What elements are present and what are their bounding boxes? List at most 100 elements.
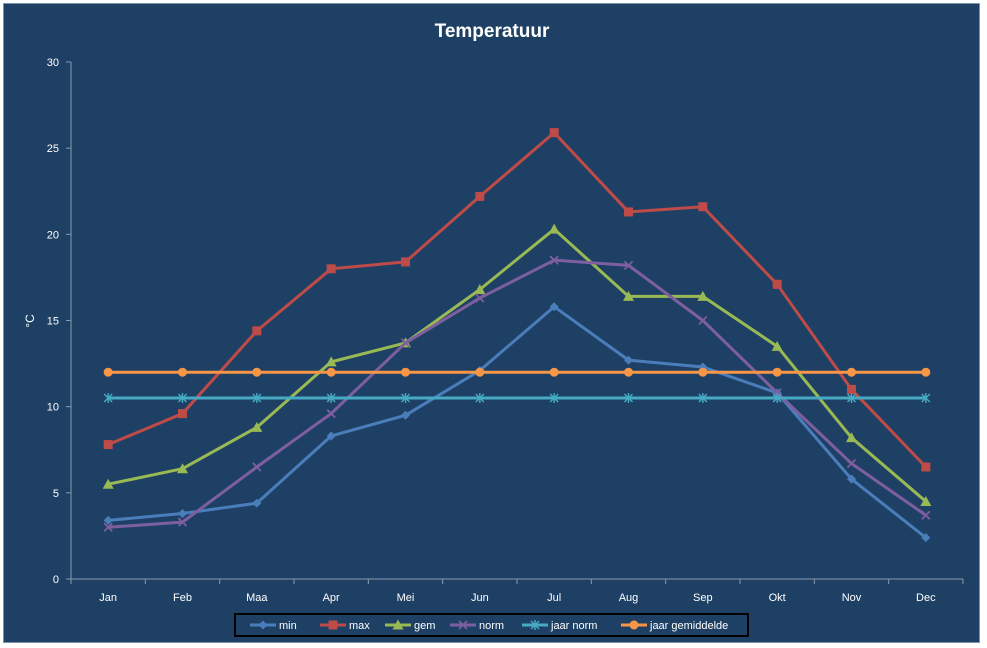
x-tick-label: Okt: [769, 592, 786, 604]
data-point: [549, 302, 559, 312]
x-tick-label: Jun: [471, 592, 489, 604]
data-point: [400, 338, 411, 348]
x-tick-label: Apr: [323, 592, 340, 604]
data-point: [401, 393, 410, 404]
data-point: [178, 367, 187, 377]
x-tick-label: Maa: [246, 592, 268, 604]
data-point: [475, 191, 485, 201]
legend-marker: [458, 620, 468, 630]
data-point: [549, 367, 559, 377]
y-tick-label: 20: [47, 229, 59, 241]
y-tick-label: 0: [53, 574, 59, 586]
data-point: [474, 283, 486, 294]
data-point: [920, 495, 932, 506]
plot-series: [102, 128, 932, 543]
data-point: [921, 462, 931, 472]
legend-item: min: [250, 620, 297, 632]
data-point: [847, 393, 856, 404]
data-point: [326, 408, 336, 419]
series-line: [107, 227, 927, 503]
data-point: [847, 384, 856, 394]
data-point: [549, 393, 559, 404]
legend-label: norm: [479, 620, 504, 632]
data-point: [252, 367, 262, 377]
x-tick-label: Sep: [693, 592, 713, 604]
data-point: [401, 410, 410, 420]
legend-marker: [629, 620, 639, 630]
legend-label: jaar norm: [550, 620, 597, 632]
legend-label: gem: [414, 620, 435, 632]
data-point: [624, 207, 633, 217]
series-line: [108, 305, 927, 539]
series-gem: [102, 223, 932, 506]
x-tick-label: Mei: [397, 592, 415, 604]
chart-title: Temperatuur: [435, 21, 550, 42]
data-point: [921, 533, 931, 543]
legend: min max gem norm jaar norm jaar gemiddelde: [234, 613, 749, 637]
y-axis-label: °C: [23, 314, 37, 328]
series-jaar-norm: [103, 393, 931, 404]
legend-marker: [328, 620, 338, 630]
legend-marker: [392, 619, 404, 630]
x-tick-label: Feb: [173, 592, 192, 604]
data-point: [772, 279, 782, 289]
y-tick-label: 15: [47, 316, 59, 328]
data-point: [252, 462, 262, 472]
legend-item: max: [320, 620, 370, 632]
y-tick-label: 10: [47, 402, 59, 414]
x-tick-label: Aug: [619, 592, 639, 604]
data-point: [401, 257, 410, 267]
data-point: [548, 223, 560, 234]
data-point: [178, 393, 187, 404]
data-point: [326, 264, 336, 274]
data-point: [325, 356, 337, 367]
legend-marker: [530, 620, 540, 630]
series-max: [103, 128, 931, 472]
data-point: [623, 260, 634, 270]
data-point: [624, 393, 633, 404]
data-point: [549, 255, 559, 265]
series-jaar-gemiddelde: [103, 367, 931, 377]
data-point: [921, 367, 931, 377]
data-point: [624, 355, 633, 365]
data-point: [624, 367, 633, 377]
data-point: [102, 478, 114, 489]
data-point: [846, 432, 857, 443]
legend-marker: [258, 620, 268, 630]
data-point: [698, 315, 708, 326]
data-point: [103, 440, 113, 450]
y-tick-label: 30: [47, 57, 59, 69]
data-point: [772, 367, 782, 377]
data-point: [921, 510, 931, 520]
data-point: [771, 340, 783, 351]
data-point: [847, 474, 856, 484]
data-point: [178, 509, 187, 519]
data-point: [251, 421, 263, 432]
data-point: [475, 393, 485, 404]
data-point: [698, 393, 708, 404]
data-point: [252, 326, 262, 336]
data-point: [103, 522, 113, 532]
data-point: [326, 393, 336, 404]
x-tick-label: Nov: [842, 592, 862, 604]
series-norm: [103, 255, 931, 532]
legend-item: jaar gemiddelde: [621, 620, 728, 632]
chart-area: [3, 3, 980, 643]
data-point: [475, 293, 485, 303]
y-tick-label: 25: [47, 143, 59, 155]
legend-item: gem: [385, 619, 435, 632]
data-point: [698, 367, 708, 377]
data-point: [475, 367, 485, 377]
data-point: [103, 515, 113, 525]
data-point: [326, 431, 336, 441]
data-point: [252, 393, 262, 404]
legend-box: [234, 613, 749, 637]
y-tick-label: 5: [53, 488, 59, 500]
data-point: [772, 393, 782, 404]
data-point: [177, 463, 188, 474]
data-point: [177, 517, 188, 527]
data-point: [846, 458, 857, 469]
x-tick-label: Jan: [99, 592, 117, 604]
data-point: [103, 393, 113, 404]
